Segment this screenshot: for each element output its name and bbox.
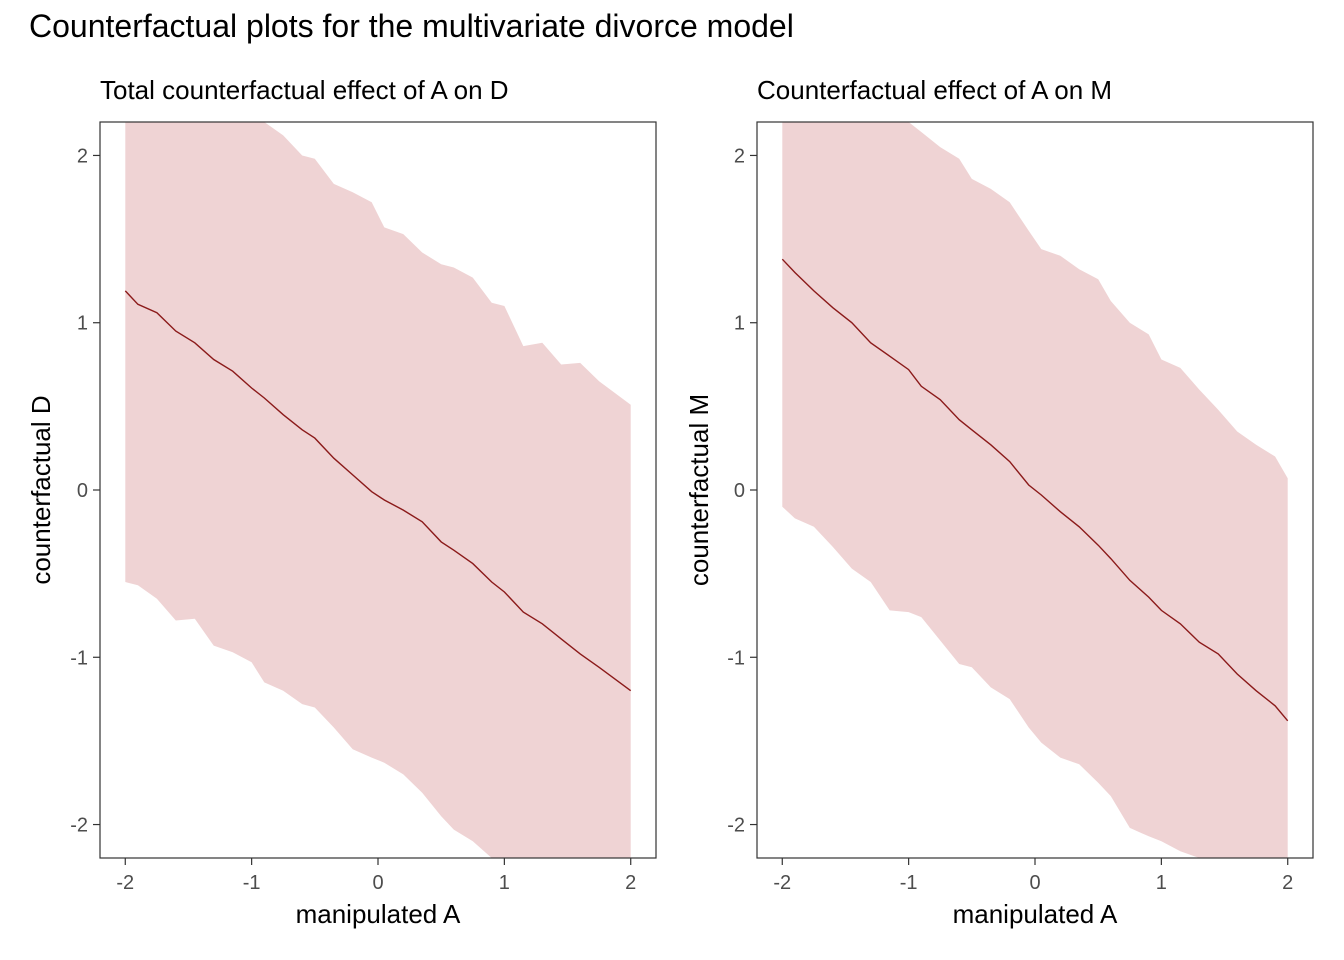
panel-a-on-d-y-tick-label: 0 bbox=[77, 480, 88, 502]
panel-a-on-m-y-tick-label: 1 bbox=[734, 313, 745, 335]
panel-a-on-m-line-layer bbox=[781, 258, 1289, 722]
panel-a-on-d-x-tick-label: 2 bbox=[625, 872, 636, 894]
panel-a-on-m-x-tick-label: -1 bbox=[900, 872, 918, 894]
panel-a-on-d: Total counterfactual effect of A on D -2… bbox=[26, 75, 657, 929]
panel-a-on-d-x-tick-label: -2 bbox=[116, 872, 134, 894]
panel-a-on-d-interval-band bbox=[125, 122, 631, 858]
panel-a-on-m-mean-line bbox=[781, 258, 1289, 722]
panel-a-on-d-y-axis: -2 -1 0 1 2 bbox=[70, 145, 100, 837]
panel-a-on-d-mean-line bbox=[124, 290, 632, 692]
panel-a-on-d-y-tick-label: 2 bbox=[77, 145, 88, 167]
panel-a-on-d-x-tick-label: -1 bbox=[243, 872, 261, 894]
panel-a-on-m-x-tick-label: -2 bbox=[773, 872, 791, 894]
panel-a-on-m-y-tick-label: -1 bbox=[727, 647, 745, 669]
panel-a-on-d-title: Total counterfactual effect of A on D bbox=[100, 75, 509, 105]
panel-a-on-m-title: Counterfactual effect of A on M bbox=[757, 75, 1112, 105]
panel-a-on-m-x-axis: -2 -1 0 1 2 bbox=[773, 858, 1293, 894]
panel-a-on-d-y-axis-title: counterfactual D bbox=[26, 395, 56, 584]
panel-a-on-d-x-axis-title: manipulated A bbox=[296, 899, 461, 929]
panel-a-on-m-x-axis-title: manipulated A bbox=[953, 899, 1118, 929]
panel-a-on-m-y-axis-title: counterfactual M bbox=[684, 394, 714, 586]
panel-a-on-d-y-tick-label: 1 bbox=[77, 313, 88, 335]
panel-a-on-d-x-tick-label: 1 bbox=[499, 872, 510, 894]
page-title: Counterfactual plots for the multivariat… bbox=[29, 8, 794, 44]
panel-a-on-d-x-axis: -2 -1 0 1 2 bbox=[116, 858, 636, 894]
panel-a-on-d-y-tick-label: -2 bbox=[70, 815, 88, 837]
panel-a-on-m-x-tick-label: 2 bbox=[1282, 872, 1293, 894]
panel-a-on-m: Counterfactual effect of A on M -2 -1 0 1 2 … bbox=[684, 75, 1314, 929]
panel-a-on-d-y-tick-label: -1 bbox=[70, 647, 88, 669]
panel-a-on-m-y-axis: -2 -1 0 1 2 bbox=[727, 145, 757, 837]
panel-a-on-d-band-layer bbox=[125, 122, 631, 858]
panel-a-on-m-x-tick-label: 0 bbox=[1029, 872, 1040, 894]
panel-a-on-m-x-tick-label: 1 bbox=[1156, 872, 1167, 894]
panel-a-on-d-line-layer bbox=[124, 290, 632, 692]
panel-a-on-m-y-tick-label: 0 bbox=[734, 480, 745, 502]
panel-a-on-m-y-tick-label: 2 bbox=[734, 145, 745, 167]
panel-a-on-d-x-tick-label: 0 bbox=[372, 872, 383, 894]
panel-a-on-m-y-tick-label: -2 bbox=[727, 815, 745, 837]
